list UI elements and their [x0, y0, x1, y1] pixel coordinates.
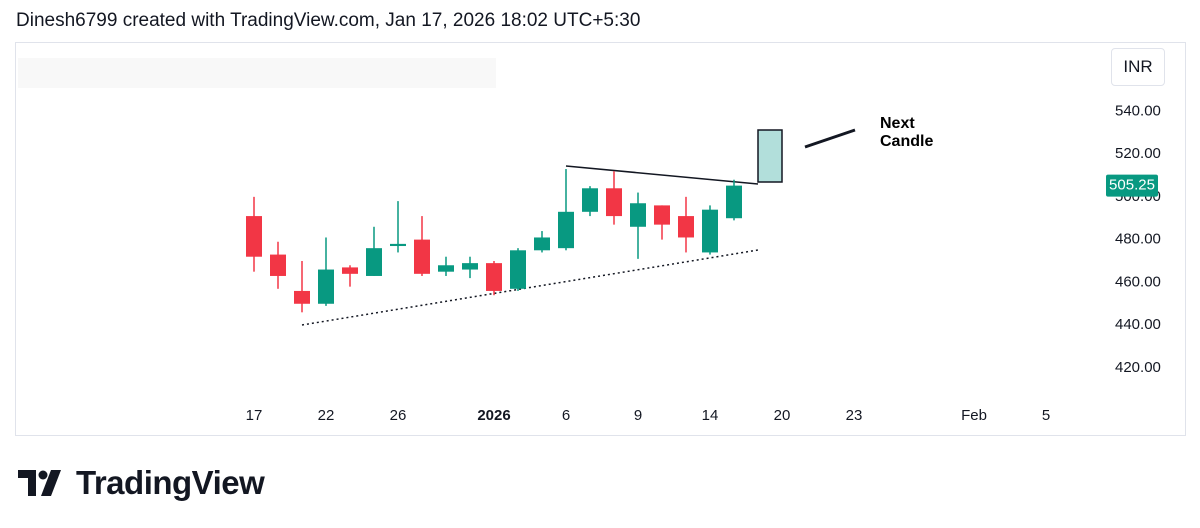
credit-line: Dinesh6799 created with TradingView.com,…: [16, 10, 641, 31]
candle-body: [438, 265, 454, 272]
next-candle-box: [757, 129, 783, 183]
currency-button[interactable]: INR: [1111, 48, 1165, 86]
candle-body: [366, 248, 382, 276]
x-tick-label: 14: [702, 407, 719, 424]
x-tick-label: 23: [846, 407, 863, 424]
annotation: Candle: [880, 133, 933, 150]
annotation-pointer: [804, 128, 856, 149]
candle-body: [678, 216, 694, 238]
support-trendline: [301, 249, 759, 326]
candle-body: [342, 267, 358, 274]
brand-name: TradingView: [76, 464, 265, 501]
candle-body: [270, 254, 286, 276]
candle-body: [582, 188, 598, 212]
x-tick-label: 2026: [477, 407, 510, 424]
candle-body: [462, 263, 478, 270]
candle-body: [654, 205, 670, 225]
candle-body: [510, 250, 526, 289]
brand-icon: [18, 470, 61, 496]
y-tick-label: 460.00: [1115, 273, 1161, 290]
brand-logo: TradingView: [18, 464, 265, 502]
candle-body: [702, 209, 718, 253]
candle-body: [294, 290, 310, 304]
candle-body: [606, 188, 622, 217]
x-tick-label: 5: [1042, 407, 1050, 424]
x-tick-label: 17: [246, 407, 263, 424]
x-tick-label: 6: [562, 407, 570, 424]
y-tick-label: 440.00: [1115, 316, 1161, 333]
blurred-symbol-bar: [18, 58, 496, 88]
y-tick-label: 540.00: [1115, 102, 1161, 119]
candle-body: [390, 243, 406, 247]
candle-body: [630, 203, 646, 227]
y-tick-label: 420.00: [1115, 359, 1161, 376]
candle-body: [486, 263, 502, 291]
x-tick-label: 20: [774, 407, 791, 424]
y-tick-label: 520.00: [1115, 145, 1161, 162]
candle-body: [558, 211, 574, 249]
last-price-label: 505.25: [1109, 177, 1155, 194]
candle-body: [414, 239, 430, 274]
annotation: Next: [880, 115, 915, 132]
y-tick-label: 480.00: [1115, 231, 1161, 248]
x-tick-label: Feb: [961, 407, 987, 424]
x-tick-label: 9: [634, 407, 642, 424]
resistance-trendline: [565, 165, 759, 185]
candle-body: [726, 185, 742, 219]
candle-body: [318, 269, 334, 304]
chart-panel: [15, 42, 1186, 436]
candle-body: [534, 237, 550, 251]
candle-body: [246, 216, 262, 257]
x-tick-label: 22: [318, 407, 335, 424]
last-price-tag: [1106, 174, 1158, 197]
x-tick-label: 26: [390, 407, 407, 424]
